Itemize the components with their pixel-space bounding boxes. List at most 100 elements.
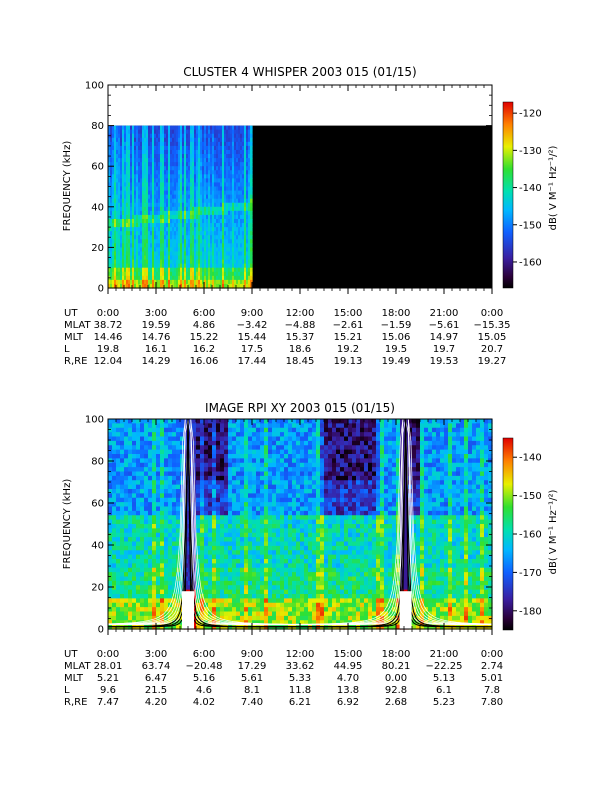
spectrogram-cell xyxy=(216,537,221,543)
spectrogram-cell xyxy=(156,137,159,143)
spectrogram-cell xyxy=(196,624,201,630)
spectrogram-cell xyxy=(160,559,165,564)
spectrogram-cell xyxy=(168,427,173,433)
spectrogram-cell xyxy=(196,182,199,188)
spectrogram-cell xyxy=(244,471,249,477)
spectrogram-cell xyxy=(196,243,199,248)
spectrogram-cell xyxy=(140,129,143,135)
spectrogram-cell xyxy=(142,243,145,248)
spectrogram-cell xyxy=(164,471,169,477)
spectrogram-cell xyxy=(228,436,233,442)
spectrogram-cell xyxy=(212,493,217,499)
spectrogram-cell xyxy=(192,125,195,131)
spectrogram-cell xyxy=(114,145,117,151)
spectrogram-cell xyxy=(210,231,213,236)
spectrogram-cell xyxy=(172,231,175,236)
spectrogram-cell xyxy=(160,454,165,459)
spectrogram-cell xyxy=(234,129,237,135)
spectrogram-cell xyxy=(244,497,249,503)
spectrogram-cell xyxy=(144,436,149,442)
spectrogram-cell xyxy=(148,170,151,175)
spectrogram-cell xyxy=(160,166,163,171)
spectrogram-cell xyxy=(220,279,223,285)
spectrogram-cell xyxy=(208,149,211,155)
spectrogram-cell xyxy=(150,170,153,175)
spectrogram-cell xyxy=(224,259,227,265)
spectrogram-cell xyxy=(126,255,129,261)
spectrogram-cell xyxy=(204,537,209,543)
spectrogram-cell xyxy=(178,247,181,253)
spectrogram-cell xyxy=(126,218,129,224)
spectrogram-cell xyxy=(218,178,221,184)
spectrogram-cell xyxy=(192,620,197,626)
spectrogram-cell xyxy=(152,166,155,171)
spectrogram-cell xyxy=(226,145,229,151)
spectrogram-cell xyxy=(162,125,165,131)
spectrogram-cell xyxy=(144,263,147,269)
spectrogram-cell xyxy=(206,206,209,212)
spectrogram-cell xyxy=(212,145,215,151)
spectrogram-cell xyxy=(118,182,121,188)
spectrogram-cell xyxy=(116,519,121,525)
spectrogram-cell xyxy=(196,271,199,277)
spectrogram-cell xyxy=(260,484,265,490)
spectrogram-cell xyxy=(212,445,217,451)
spectrogram-cell xyxy=(124,141,127,147)
spectrogram-cell xyxy=(250,231,253,236)
spectrogram-cell xyxy=(220,484,225,490)
spectrogram-cell xyxy=(128,580,133,586)
spectrogram-cell xyxy=(250,182,253,188)
spectrogram-cell xyxy=(172,458,177,464)
spectrogram-cell xyxy=(120,214,123,220)
spectrogram-cell xyxy=(108,467,113,473)
spectrogram-cell xyxy=(162,214,165,220)
spectrogram-cell xyxy=(210,267,213,273)
spectrogram-cell xyxy=(196,528,201,534)
spectrogram-cell xyxy=(150,218,153,224)
spectrogram-cell xyxy=(172,471,177,477)
spectrogram-cell xyxy=(112,259,115,265)
spectrogram-cell xyxy=(232,471,237,477)
spectrogram-cell xyxy=(192,541,197,547)
spectrogram-cell xyxy=(208,563,213,569)
spectrogram-cell xyxy=(184,129,187,135)
spectrogram-cell xyxy=(114,227,117,232)
spectrogram-cell xyxy=(154,231,157,236)
spectrogram-cell xyxy=(260,493,265,499)
spectrogram-cell xyxy=(158,145,161,151)
spectrogram-cell xyxy=(174,231,177,236)
spectrogram-cell xyxy=(204,251,207,257)
spectrogram-cell xyxy=(216,611,221,617)
spectrogram-cell xyxy=(108,493,113,499)
spectrogram-cell xyxy=(134,283,137,289)
spectrogram-cell xyxy=(186,194,189,200)
spectrogram-cell xyxy=(148,283,151,289)
spectrogram-cell xyxy=(144,432,149,438)
spectrogram-cell xyxy=(112,467,117,473)
spectrogram-cell xyxy=(140,202,143,208)
spectrogram-cell xyxy=(138,190,141,196)
spectrogram-cell xyxy=(212,510,217,516)
spectrogram-cell xyxy=(162,145,165,151)
spectrogram-cell xyxy=(200,223,203,228)
spectrogram-cell xyxy=(118,137,121,143)
spectrogram-cell xyxy=(108,445,113,451)
spectrogram-cell xyxy=(246,141,249,147)
spectrogram-cell xyxy=(176,449,181,455)
spectrogram-cell xyxy=(114,279,117,285)
spectrogram-cell xyxy=(160,210,163,216)
spectrogram-cell xyxy=(208,506,213,512)
ephemeris-row-label: UT xyxy=(64,308,78,319)
spectrogram-cell xyxy=(222,279,225,285)
spectrogram-cell xyxy=(148,174,151,179)
spectrogram-cell xyxy=(218,210,221,216)
spectrogram-cell xyxy=(186,267,189,273)
spectrogram-cell xyxy=(252,580,257,586)
spectrogram-cell xyxy=(170,166,173,171)
spectrogram-cell xyxy=(184,445,189,451)
spectrogram-cell xyxy=(236,502,241,508)
spectrogram-cell xyxy=(168,198,171,204)
spectrogram-cell xyxy=(146,251,149,257)
spectrogram-cell xyxy=(120,186,123,192)
